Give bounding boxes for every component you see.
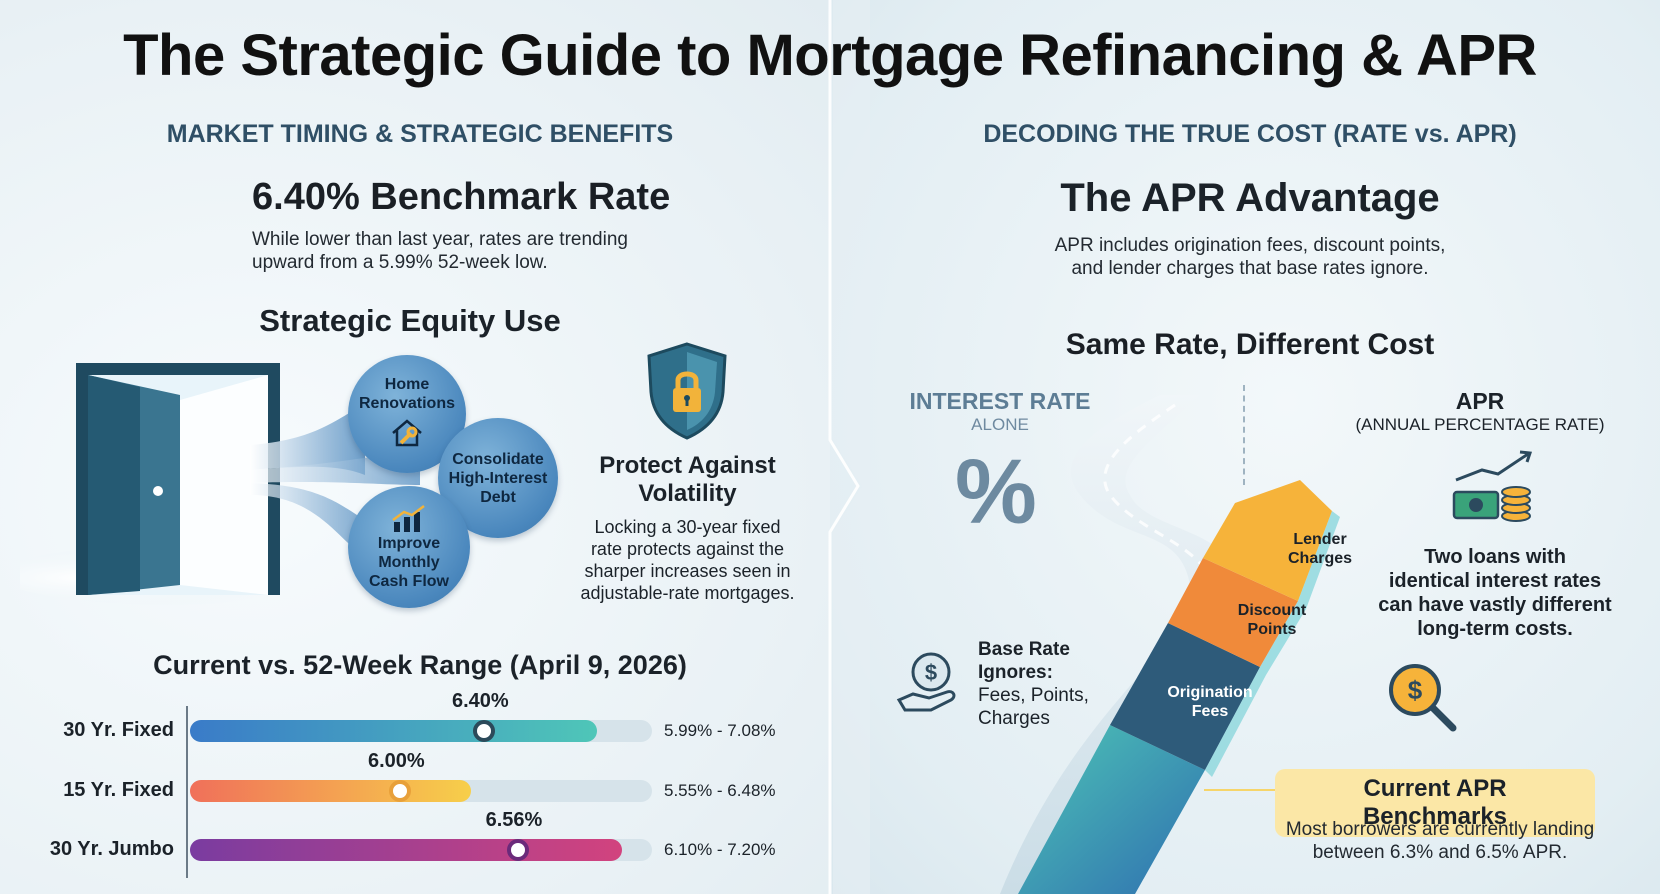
bubble-label: Consolidate	[452, 450, 544, 468]
range-row-label: 15 Yr. Fixed	[63, 779, 174, 801]
current-rate-label: 6.40%	[452, 690, 509, 712]
current-rate-label: 6.56%	[485, 809, 543, 831]
protect-volatility-title: Protect Against Volatility	[580, 452, 795, 508]
range-row-label: 30 Yr. Fixed	[63, 719, 174, 741]
bubble-label: Cash Flow	[368, 572, 449, 590]
benchmark-rate-desc-1: While lower than last year, rates are tr…	[252, 229, 628, 250]
layer-label: Charges	[1287, 550, 1353, 567]
range-fill-bar	[190, 839, 622, 861]
bubble-label: Improve	[377, 534, 441, 552]
origination-fees-layer	[1110, 623, 1260, 770]
open-door-icon	[20, 363, 420, 605]
current-apr-benchmarks-title: Current APR Benchmarks	[1275, 769, 1595, 837]
base-rate-title-line: Ignores:	[978, 662, 1053, 683]
benchmarks-desc-2: between 6.3% and 6.5% APR.	[1312, 842, 1568, 863]
percent-symbol: %	[955, 441, 1037, 543]
money-growth-icon	[1452, 450, 1533, 522]
comparison-divider	[1243, 385, 1245, 485]
house-wrench-icon	[392, 419, 422, 447]
two-loans-text: Two loans with identical interest rates …	[1355, 545, 1635, 641]
apr-advantage-desc-1: APR includes origination fees, discount …	[1054, 235, 1446, 256]
protect-desc-line: rate protects against the	[590, 539, 785, 559]
shield-lock-icon	[647, 342, 727, 440]
two-loans-line: Two loans with	[1424, 546, 1566, 568]
range-chart: 30 Yr. Fixed 6.40% 5.99% - 7.08% 15 Yr. Fix…	[49, 690, 776, 861]
protect-desc-line: Locking a 30-year fixed	[594, 517, 781, 537]
origination-fees-label: Origination Fees	[1160, 683, 1260, 721]
protect-title-line: Volatility	[638, 480, 737, 507]
bubble-label: Renovations	[358, 395, 455, 412]
range-fill-bar	[190, 720, 597, 742]
svg-text:$: $	[925, 660, 937, 685]
two-loans-line: identical interest rates	[1388, 570, 1602, 592]
base-rate-title: Base Rate Ignores:	[978, 638, 1070, 684]
hand-coin-icon: $	[896, 652, 956, 712]
bubble-label: Home	[384, 376, 430, 393]
layer-label: Discount	[1237, 602, 1307, 619]
range-row-label: 30 Yr. Jumbo	[49, 838, 174, 860]
discount-points-label: Discount Points	[1222, 601, 1322, 639]
protect-title-line: Protect Against	[599, 452, 776, 479]
range-values-label: 5.99% - 7.08%	[664, 721, 776, 740]
panel-divider	[828, 0, 870, 894]
range-values-label: 5.55% - 6.48%	[664, 781, 776, 800]
bubble-label: High-Interest	[448, 469, 548, 487]
layer-label: Fees	[1191, 703, 1229, 720]
discount-points-layer	[1168, 558, 1298, 667]
apr-heading: APR	[1455, 388, 1505, 414]
interest-rate-subheading: ALONE	[971, 415, 1029, 434]
apr-advantage-title: The APR Advantage	[1060, 176, 1440, 220]
right-section-heading: DECODING THE TRUE COST (RATE vs. APR)	[983, 120, 1517, 148]
cost-layers-road-illustration	[1000, 395, 1340, 894]
range-fill-bar	[190, 780, 471, 802]
current-rate-label: 6.00%	[368, 750, 425, 772]
magnifier-coin-icon: $	[1389, 664, 1457, 732]
layer-label: Points	[1247, 621, 1297, 638]
layer-label: Origination	[1167, 684, 1253, 701]
two-loans-line: long-term costs.	[1417, 618, 1573, 640]
benchmark-rate-desc-2: upward from a 5.99% 52-week low.	[252, 252, 548, 273]
protect-volatility-desc: Locking a 30-year fixed rate protects ag…	[565, 516, 810, 604]
page-title: The Strategic Guide to Mortgage Refinanc…	[123, 23, 1537, 88]
range-values-label: 6.10% - 7.20%	[664, 840, 776, 859]
range-chart-axis	[186, 706, 188, 878]
protect-desc-line: adjustable-rate mortgages.	[580, 583, 795, 603]
apr-advantage-desc-2: and lender charges that base rates ignor…	[1071, 258, 1429, 279]
bubble-label: Debt	[480, 488, 516, 506]
two-loans-line: can have vastly different	[1378, 594, 1612, 616]
benchmarks-desc-1: Most borrowers are currently landing	[1285, 819, 1595, 840]
benchmark-connector	[1204, 789, 1276, 791]
apr-subheading: (ANNUAL PERCENTAGE RATE)	[1355, 415, 1605, 434]
protect-desc-line: sharper increases seen in	[584, 561, 791, 581]
strategic-equity-title: Strategic Equity Use	[259, 303, 561, 338]
base-rate-item-line: Fees, Points,	[978, 685, 1089, 706]
current-rate-marker	[473, 720, 495, 742]
current-rate-marker	[389, 780, 411, 802]
base-rate-items: Fees, Points, Charges	[978, 684, 1089, 730]
same-rate-title: Same Rate, Different Cost	[1065, 328, 1435, 361]
layer-label: Lender	[1293, 531, 1347, 548]
bar-chart-growth-icon	[392, 504, 425, 532]
bubble-label: Monthly	[378, 553, 440, 571]
interest-rate-heading: INTEREST RATE	[909, 388, 1091, 414]
base-rate-title-line: Base Rate	[978, 639, 1070, 660]
left-section-heading: MARKET TIMING & STRATEGIC BENEFITS	[166, 120, 674, 148]
svg-text:$: $	[1408, 675, 1423, 705]
benchmark-rate-title: 6.40% Benchmark Rate	[252, 176, 671, 218]
lender-charges-label: Lender Charges	[1270, 530, 1370, 568]
range-chart-title: Current vs. 52-Week Range (April 9, 2026…	[153, 650, 687, 680]
right-panel-background	[830, 0, 1660, 894]
current-rate-marker	[506, 839, 529, 861]
bubble-improve-cash-flow: Improve Monthly Cash Flow	[348, 486, 470, 608]
lender-charges-layer	[1203, 480, 1332, 601]
base-rate-item-line: Charges	[978, 708, 1050, 729]
